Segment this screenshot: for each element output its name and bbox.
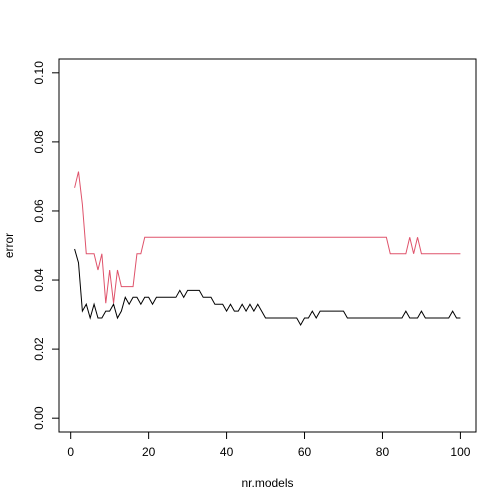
x-tick-label: 20 xyxy=(142,445,156,459)
x-tick-label: 60 xyxy=(298,445,312,459)
x-tick-label: 0 xyxy=(67,445,74,459)
y-tick-label: 0.08 xyxy=(32,130,46,154)
y-tick-label: 0.04 xyxy=(32,268,46,292)
series-line-2 xyxy=(74,171,461,304)
y-tick-label: 0.06 xyxy=(32,199,46,223)
x-axis: 0 20 40 60 80 100 xyxy=(67,431,471,459)
y-tick-label: 0.00 xyxy=(32,406,46,430)
x-tick-label: 80 xyxy=(376,445,390,459)
x-tick-label: 40 xyxy=(220,445,234,459)
series-line-1 xyxy=(74,248,461,326)
y-tick-label: 0.10 xyxy=(32,61,46,85)
x-axis-label: nr.models xyxy=(241,476,293,490)
x-tick-label: 100 xyxy=(450,445,470,459)
plot-frame xyxy=(58,58,477,433)
y-axis: 0.00 0.02 0.04 0.06 0.08 0.10 xyxy=(32,61,60,430)
y-axis-label: error xyxy=(2,233,16,258)
y-tick-label: 0.02 xyxy=(32,337,46,361)
series-layer xyxy=(74,171,461,326)
